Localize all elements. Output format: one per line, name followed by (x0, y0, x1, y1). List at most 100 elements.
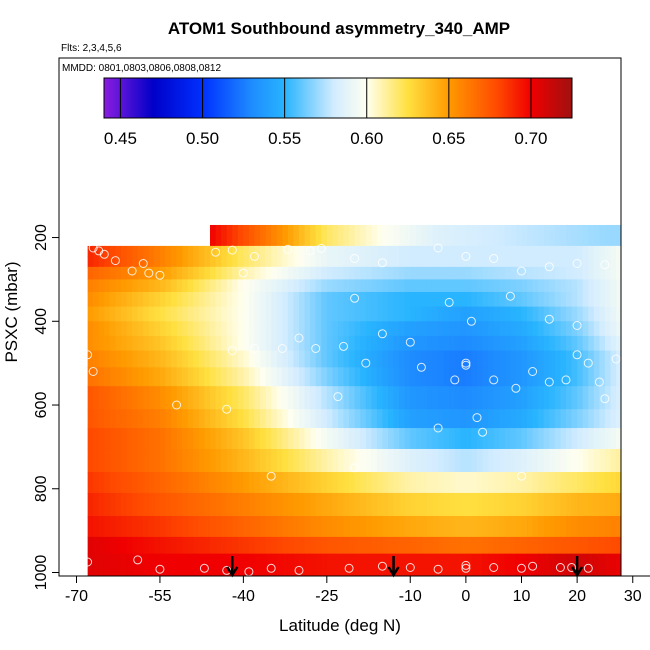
heat-cell (237, 386, 244, 410)
heat-cell (454, 428, 461, 450)
heat-cell (226, 291, 233, 308)
heat-cell (543, 335, 550, 352)
heat-cell (577, 515, 584, 538)
heat-cell (543, 448, 550, 473)
heat-cell (293, 291, 300, 308)
heat-cell (382, 256, 389, 268)
sample-point (444, 297, 454, 307)
heat-cell (187, 350, 194, 368)
heat-cell (215, 321, 222, 337)
heat-cell (515, 472, 523, 494)
heat-cell (282, 321, 289, 337)
heat-cell (393, 428, 400, 450)
heat-cell (232, 553, 239, 576)
heat-cell (460, 335, 467, 352)
heat-cell (493, 350, 500, 368)
heat-cell (337, 367, 345, 387)
sample-point (294, 333, 304, 343)
heat-cell (132, 386, 139, 410)
heat-cell (421, 448, 428, 473)
heat-cell (126, 306, 133, 322)
heat-cell (187, 256, 194, 268)
heat-cell (215, 367, 222, 387)
heat-cell (577, 492, 584, 517)
heat-cell (482, 515, 489, 538)
heat-cell (109, 386, 117, 410)
heat-cell (299, 472, 306, 494)
heat-cell (488, 472, 495, 494)
heat-cell (93, 386, 100, 410)
heat-cell (610, 279, 617, 293)
heat-cell (499, 335, 506, 352)
heat-cell (554, 409, 562, 429)
colorbar: 0.45 0.50 0.55 0.60 0.65 0.70 (103, 77, 573, 148)
heat-cell (326, 386, 333, 410)
heat-cell (337, 553, 345, 576)
heat-cell (604, 245, 612, 257)
heat-cell (182, 335, 189, 352)
heat-cell (360, 409, 367, 429)
heat-cell (287, 386, 295, 410)
heat-cell (198, 409, 206, 429)
heat-cell (132, 472, 139, 494)
heat-cell (560, 321, 567, 337)
heat-cell (465, 536, 473, 555)
heat-cell (388, 291, 395, 308)
heat-cell (287, 367, 295, 387)
heat-cell (293, 472, 300, 494)
heat-cell (426, 279, 434, 293)
heat-cell (321, 306, 328, 322)
heat-cell (87, 515, 94, 538)
heat-cell (371, 472, 378, 494)
heat-cell (532, 448, 539, 473)
heat-cell (415, 279, 422, 293)
heat-cell (360, 536, 367, 555)
heat-cell (337, 448, 345, 473)
heat-cell (566, 306, 573, 322)
heat-cell (93, 335, 100, 352)
heat-cell (176, 536, 183, 555)
heat-cell (622, 449, 628, 473)
heat-cell (382, 536, 389, 555)
heat-cell (243, 515, 250, 538)
heat-cell (237, 321, 244, 337)
heat-cell (260, 536, 267, 555)
heat-cell (399, 472, 406, 494)
heat-cell (482, 224, 489, 247)
heat-cell (310, 335, 317, 352)
heat-cell (515, 291, 523, 308)
heat-cell (210, 448, 217, 473)
heat-cell (232, 335, 239, 352)
heat-cell (554, 291, 562, 308)
heat-cell (109, 335, 117, 352)
heat-cell (399, 291, 406, 308)
heat-cell (382, 448, 389, 473)
heat-cell (148, 472, 155, 494)
heat-cell (293, 321, 300, 337)
x-tick-label: -10 (399, 588, 422, 605)
heat-cell (354, 224, 361, 247)
heat-cell (454, 553, 461, 576)
heat-cell (360, 448, 367, 473)
heat-cell (115, 515, 122, 538)
heat-cell (260, 428, 267, 450)
heat-cell (527, 515, 534, 538)
heat-cell (399, 306, 406, 322)
heat-cell (204, 335, 211, 352)
heat-cell (337, 256, 345, 268)
heat-cell (560, 515, 567, 538)
heat-cell (477, 291, 484, 308)
heat-cell (171, 291, 178, 308)
sample-point (377, 258, 387, 268)
heat-cell (232, 279, 239, 293)
heat-cell (354, 256, 361, 268)
heat-cell (260, 306, 267, 322)
heat-cell (137, 409, 144, 429)
heat-cell (510, 367, 517, 387)
heat-cell (271, 472, 278, 494)
heat-cell (154, 553, 161, 576)
heat-cell (633, 336, 639, 351)
heat-cell (504, 367, 511, 387)
heat-cell (126, 472, 133, 494)
heat-cell (232, 409, 239, 429)
